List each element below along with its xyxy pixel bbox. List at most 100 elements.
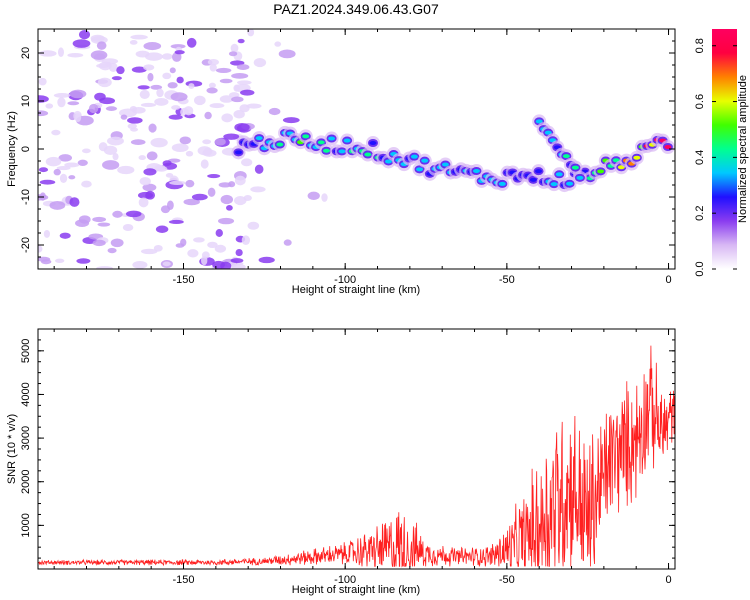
spectrogram-noise-blob <box>162 160 172 166</box>
spectrogram-noise-blob <box>172 52 182 62</box>
spectrogram-noise-blob <box>77 159 88 166</box>
spectrogram-noise-blob <box>246 103 262 109</box>
spectrogram-noise-blob <box>208 82 216 89</box>
spectrogram-noise-blob <box>96 41 107 50</box>
spectrogram-noise-blob <box>220 194 234 205</box>
spectrogram-signal-core <box>550 182 558 187</box>
spectrogram-noise-blob <box>150 137 168 148</box>
spectrogram-noise-blob <box>108 62 118 73</box>
spectrogram-noise-blob <box>96 266 113 269</box>
spectrogram-noise-blob <box>218 182 232 188</box>
spectrogram-noise-blob <box>250 186 266 193</box>
spectrogram-noise-blob <box>193 237 205 243</box>
spectrogram-noise-blob <box>64 162 80 168</box>
spectrogram-noise-blob <box>51 129 61 136</box>
spectrogram-noise-blob <box>321 193 328 202</box>
spectrogram-noise-blob <box>236 80 252 85</box>
spectrogram-noise-blob <box>139 177 151 186</box>
figure-title: PAZ1.2024.349.06.43.G07 <box>273 1 439 17</box>
colorbar: 0.0 0.2 0.4 0.6 0.8 Normalized spectral ampl… <box>694 29 749 277</box>
spectrogram-noise-blob <box>231 263 246 269</box>
spectrogram-noise-blob <box>111 76 122 81</box>
spectrogram-noise-blob <box>236 64 250 71</box>
spectrogram-signal-core <box>535 169 543 174</box>
spectrogram-noise-blob <box>201 255 208 266</box>
spectrogram-noise-blob <box>171 105 181 110</box>
spectrogram-noise-blob <box>45 103 54 109</box>
spectrogram-noise-blob <box>233 195 247 206</box>
spectrogram-noise-blob <box>38 110 49 117</box>
spectrogram-noise-blob <box>185 179 195 188</box>
snr-ytick-label: 3000 <box>20 426 32 450</box>
spectrogram-noise-blob <box>146 151 158 161</box>
spectrogram-noise-blob <box>241 158 253 167</box>
spectrogram-signal-core <box>472 168 480 173</box>
spectrogram-noise-blob <box>38 77 47 86</box>
spectrogram-ylabel: Frequency (Hz) <box>6 111 18 187</box>
spectrogram-noise-blob <box>38 245 43 253</box>
spectrogram-noise-blob <box>230 60 245 66</box>
colorbar-label: Normalized spectral amplitude <box>737 75 749 223</box>
spectrogram-noise-blob <box>138 155 146 161</box>
spectrogram-signal-core <box>276 142 284 147</box>
spectrogram-noise-blob <box>214 138 226 146</box>
spectrogram-noise-blob <box>92 239 106 247</box>
spectrogram-noise-blob <box>200 159 209 169</box>
spectrogram-noise-blob <box>110 238 124 248</box>
spectrogram-noise-blob <box>283 239 292 246</box>
snr-axes: -150 -100 -50 0 1000 2000 3000 4000 5000 <box>20 328 675 586</box>
spectrogram-noise-blob <box>38 50 57 57</box>
spectrogram-noise-blob <box>56 165 71 171</box>
spectrogram-noise-blob <box>68 175 76 180</box>
spectrogram-noise-blob <box>230 43 239 53</box>
spectrogram-noise-blob <box>155 166 168 172</box>
spectrogram-noise-blob <box>214 244 227 253</box>
spectrogram-noise-blob <box>230 258 244 264</box>
colorbar-tick-label: 0.2 <box>694 206 706 221</box>
spectrogram-noise-blob <box>82 148 91 154</box>
spectrogram-noise-blob <box>235 248 243 257</box>
spectrogram-noise-blob <box>90 34 105 42</box>
snr-xlabel: Height of straight line (km) <box>292 584 420 596</box>
spectrogram-noise-blob <box>58 154 73 162</box>
spectrogram-signal-core <box>328 136 336 141</box>
spectrogram-signal-core <box>343 138 351 143</box>
spectrogram-noise-blob <box>217 217 235 225</box>
spectrogram-signal-core <box>664 145 672 150</box>
spectrogram-noise-blob <box>143 42 162 51</box>
spectrogram-noise-blob <box>219 95 234 103</box>
spectrogram-noise-blob <box>156 88 164 98</box>
spectrogram-noise-blob <box>140 248 158 255</box>
spectrogram-noise-blob <box>107 247 117 254</box>
spectrogram-noise-blob <box>45 156 62 167</box>
spectrogram-noise-blob <box>247 221 260 230</box>
spectrogram-noise-blob <box>171 143 189 153</box>
spectrogram-xtick-label: -150 <box>172 274 194 286</box>
spectrogram-noise-blob <box>231 73 249 79</box>
spectrogram-ytick-label: 20 <box>20 47 32 59</box>
spectrogram-noise-blob <box>38 95 49 103</box>
spectrogram-noise-blob <box>253 57 267 68</box>
spectrogram-noise-blob <box>231 96 244 103</box>
spectrogram-signal-core <box>529 177 537 182</box>
spectrogram-noise-blob <box>105 106 118 111</box>
spectrogram-noise-blob <box>92 216 107 223</box>
spectrogram-noise-blob <box>122 224 134 232</box>
spectrogram-noise-blob <box>57 97 66 108</box>
spectrogram-marks <box>38 29 675 269</box>
spectrogram-signal-core <box>302 134 310 139</box>
spectrogram-noise-blob <box>78 29 91 40</box>
spectrogram-noise-blob <box>99 97 116 105</box>
spectrogram-noise-blob <box>67 53 84 58</box>
snr-ytick-label: 2000 <box>20 469 32 493</box>
spectrogram-noise-blob <box>233 84 240 92</box>
spectrogram-noise-blob <box>154 97 169 106</box>
spectrogram-noise-blob <box>228 92 240 98</box>
spectrogram-xtick-label: -50 <box>499 274 515 286</box>
spectrogram-noise-blob <box>187 249 199 258</box>
spectrogram-noise-blob <box>234 175 246 186</box>
spectrogram-noise-blob <box>207 174 221 179</box>
